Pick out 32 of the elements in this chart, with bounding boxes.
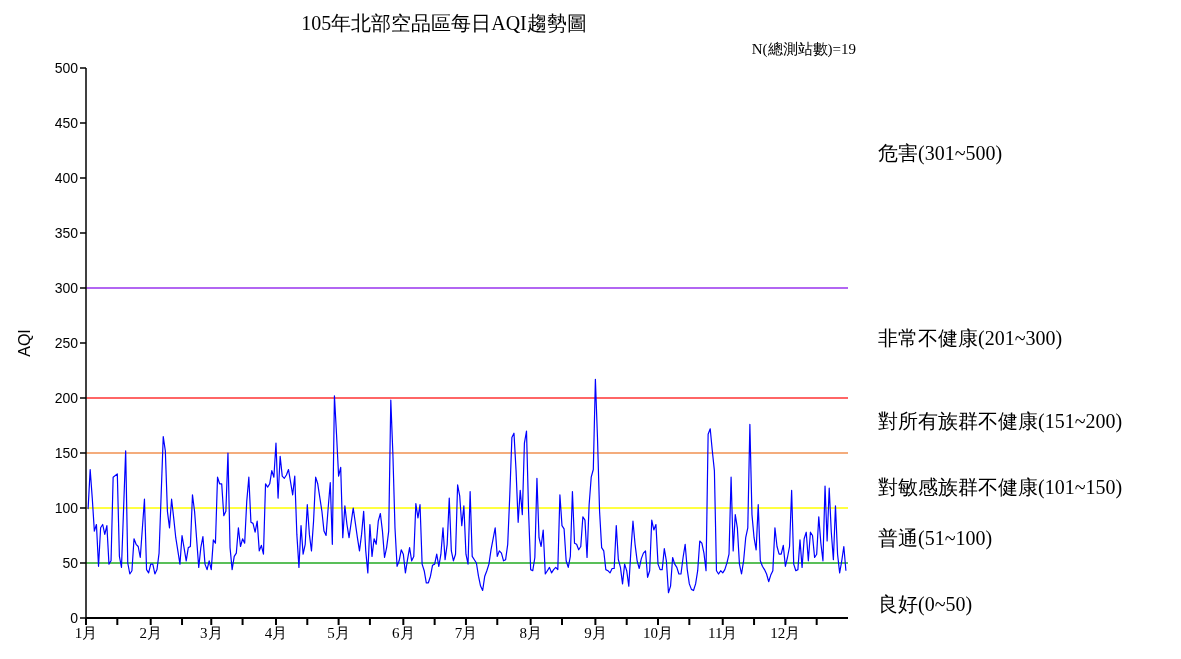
x-tick-label: 6月 xyxy=(392,624,415,641)
text: 危害(301~500) xyxy=(878,140,1003,167)
y-tick-label: 0 xyxy=(70,609,79,626)
x-tick-label: 12月 xyxy=(770,624,801,641)
x-tick-label: 8月 xyxy=(519,624,542,641)
y-tick-label: 150 xyxy=(54,444,79,461)
y-tick-label: 450 xyxy=(54,114,79,131)
x-tick-label: 1月 xyxy=(74,624,98,641)
text: 對敏感族群不健康(101~150) xyxy=(878,474,1123,501)
y-tick-label: 200 xyxy=(54,389,79,406)
text: N(總測站數)=19 xyxy=(751,40,856,59)
y-tick-label: 300 xyxy=(54,279,79,296)
y-tick-label: 350 xyxy=(54,224,79,241)
text: 非常不健康(201~300) xyxy=(878,325,1063,352)
text: 普通(51~100) xyxy=(878,525,993,552)
x-tick-label: 7月 xyxy=(454,624,478,641)
x-tick-label: 10月 xyxy=(643,624,674,641)
x-tick-label: 9月 xyxy=(584,624,607,641)
y-tick-label: 500 xyxy=(54,59,79,76)
x-tick-label: 5月 xyxy=(327,624,350,641)
text: 良好(0~50) xyxy=(878,591,973,618)
x-tick-label: 4月 xyxy=(264,624,288,641)
y-tick-label: 250 xyxy=(54,334,79,351)
x-tick-label: 3月 xyxy=(200,624,223,641)
y-tick-label: 50 xyxy=(62,554,79,571)
x-tick-label: 2月 xyxy=(139,624,162,641)
chart-title: 105年北部空品區每日AQI趨勢圖 xyxy=(300,11,588,36)
text: 對所有族群不健康(151~200) xyxy=(878,408,1123,435)
x-tick-label: 11月 xyxy=(708,624,738,641)
y-axis-title: AQI xyxy=(15,329,33,357)
y-tick-label: 400 xyxy=(54,169,79,186)
y-tick-label: 100 xyxy=(54,499,79,516)
